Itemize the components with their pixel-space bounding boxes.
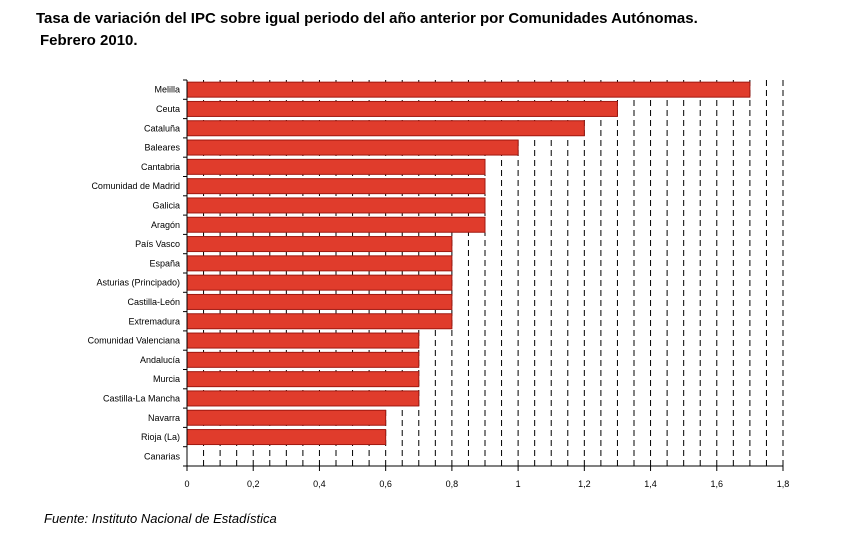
category-label: Aragón [151,220,180,230]
category-label: Andalucía [140,355,180,365]
category-label: Cataluña [144,123,180,133]
category-label: Castilla-La Mancha [103,393,180,403]
x-tick-label: 0,4 [313,479,326,489]
bar-murcia [186,371,420,388]
category-label: Castilla-León [127,297,180,307]
x-tick-label: 1,6 [711,479,724,489]
bar-andaluc-a [186,351,420,368]
chart-title: Tasa de variación del IPC sobre igual pe… [36,8,698,52]
category-label: Baleares [144,143,180,153]
bar-castilla-le-n [186,293,453,310]
x-tick-label: 0 [184,479,189,489]
category-label: Canarias [144,451,181,461]
bar-asturias-principado- [186,274,453,291]
category-label: Murcia [153,374,180,384]
bar-arag-n [186,216,486,233]
category-label: Rioja (La) [141,432,180,442]
category-label: Ceuta [156,104,180,114]
bar-galicia [186,197,486,214]
chart-title-line1: Tasa de variación del IPC sobre igual pe… [36,10,698,27]
x-axis: 0 0,2 0,4 0,6 0,8 1 1,2 1,4 1,6 1,8 [183,79,790,489]
bar-rioja-la- [186,429,387,446]
bar-ceuta [186,100,618,117]
bar-espa-a [186,255,453,272]
category-label: Extremadura [128,316,180,326]
bar-comunidad-de-madrid [186,178,486,195]
category-label: Melilla [154,85,180,95]
bar-castilla-la-mancha [186,390,420,407]
bar-pa-s-vasco [186,236,453,253]
bar-melilla [186,81,751,98]
bar-baleares [186,139,519,156]
x-tick-label: 0,6 [379,479,392,489]
category-label: Asturias (Principado) [96,278,180,288]
x-tick-label: 1 [516,479,521,489]
x-tick-label: 1,2 [578,479,591,489]
x-tick-label: 0,8 [446,479,459,489]
category-label: España [149,258,180,268]
category-label: País Vasco [135,239,180,249]
category-label: Navarra [148,413,180,423]
bar-catalu-a [186,120,585,137]
category-label: Comunidad de Madrid [91,181,180,191]
source-note: Fuente: Instituto Nacional de Estadístic… [44,511,277,526]
category-label: Galicia [152,200,180,210]
bar-comunidad-valenciana [186,332,420,349]
category-label: Cantabria [141,162,180,172]
chart-title-line2: Febrero 2010. [40,32,138,49]
grid-lines [203,80,784,466]
bar-navarra [186,409,387,426]
category-label: Comunidad Valenciana [88,336,180,346]
bar-cantabria [186,158,486,175]
bars [186,81,751,446]
x-tick-label: 0,2 [247,479,260,489]
category-labels: Melilla Ceuta Cataluña Baleares Cantabria Com… [88,85,181,462]
x-tick-label: 1,8 [777,479,790,489]
x-tick-label: 1,4 [644,479,657,489]
bar-extremadura [186,313,453,330]
